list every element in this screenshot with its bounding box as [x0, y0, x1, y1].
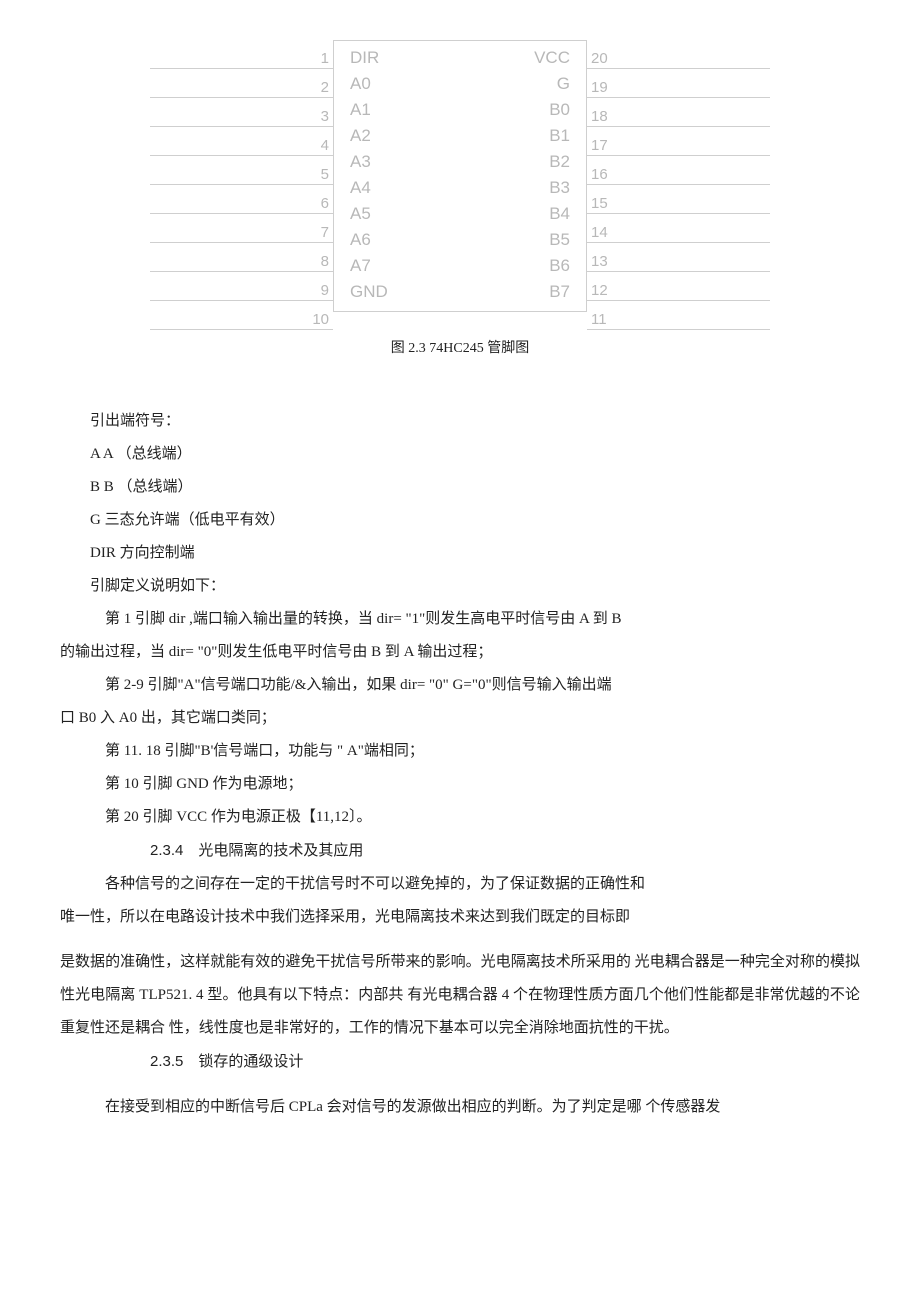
pin-label: A1 — [350, 97, 371, 123]
pin-lead: 14 — [587, 214, 770, 243]
para-234-line1: 各种信号的之间存在一定的干扰信号时不可以避免掉的，为了保证数据的正确性和 — [60, 868, 860, 901]
pin-label: A5 — [350, 201, 371, 227]
para-234-line2: 唯一性，所以在电路设计技术中我们选择采用，光电隔离技术来达到我们既定的目标即 — [60, 901, 860, 934]
pin-label: GND — [350, 279, 388, 305]
pin-lead: 6 — [150, 185, 333, 214]
pin-label: B7 — [549, 279, 570, 305]
pin2-desc-line2: 口 B0 入 A0 出，其它端口类同； — [60, 702, 860, 735]
pin-lead: 17 — [587, 127, 770, 156]
pin-label: A3 — [350, 149, 371, 175]
pin-diagram: 1 2 3 4 5 6 7 8 9 10 DIR A0 A1 A2 A3 A4 … — [150, 40, 770, 330]
pin-label: G — [557, 71, 570, 97]
figure-caption: 图 2.3 74HC245 管脚图 — [150, 334, 770, 365]
pin-label: B0 — [549, 97, 570, 123]
pin-lead: 8 — [150, 243, 333, 272]
pin-label: B5 — [549, 227, 570, 253]
pin-lead: 13 — [587, 243, 770, 272]
section-235-heading: 2.3.5 锁存的通级设计 — [60, 1045, 860, 1079]
pin-lead: 5 — [150, 156, 333, 185]
pin-lead: 15 — [587, 185, 770, 214]
pin-label: A0 — [350, 71, 371, 97]
pin-lead: 3 — [150, 98, 333, 127]
pin-lead: 2 — [150, 69, 333, 98]
section-234-title: 光电隔离的技术及其应用 — [198, 843, 363, 859]
pin11-desc: 第 11. 18 引脚"B'信号端口，功能与 " A"端相同； — [60, 735, 860, 768]
pin-label: DIR — [350, 45, 379, 71]
chip-right-labels: VCC G B0 B1 B2 B3 B4 B5 B6 B7 — [534, 45, 570, 305]
symbol-dir: DIR 方向控制端 — [60, 537, 860, 570]
pin1-desc-line1: 第 1 引脚 dir ,端口输入输出量的转换，当 dir= "1"则发生高电平时… — [60, 603, 860, 636]
pin-lead: 7 — [150, 214, 333, 243]
symbol-g: G 三态允许端（低电平有效） — [60, 504, 860, 537]
pin-label: B1 — [549, 123, 570, 149]
chip-body: DIR A0 A1 A2 A3 A4 A5 A6 A7 GND VCC G B0… — [333, 40, 587, 312]
right-pin-leads: 20 19 18 17 16 15 14 13 12 11 — [587, 40, 770, 330]
symbol-a: A A （总线端） — [60, 438, 860, 471]
pin-label: B3 — [549, 175, 570, 201]
section-234-number: 2.3.4 — [105, 834, 183, 867]
pin20-desc: 第 20 引脚 VCC 作为电源正极【11,12〕。 — [60, 801, 860, 834]
section-235-number: 2.3.5 — [105, 1045, 183, 1078]
pin-label: A7 — [350, 253, 371, 279]
section-234-heading: 2.3.4 光电隔离的技术及其应用 — [60, 834, 860, 868]
pin2-desc-line1: 第 2-9 引脚"A"信号端口功能/&入输出，如果 dir= "0" G="0"… — [60, 669, 860, 702]
pin-label: A6 — [350, 227, 371, 253]
pin-lead: 18 — [587, 98, 770, 127]
pin1-desc-line2: 的输出过程，当 dir= "0"则发生低电平时信号由 B 到 A 输出过程； — [60, 636, 860, 669]
pin10-desc: 第 10 引脚 GND 作为电源地； — [60, 768, 860, 801]
pin-label: A2 — [350, 123, 371, 149]
pin-symbol-heading: 引出端符号： — [60, 405, 860, 438]
pin-label: B2 — [549, 149, 570, 175]
pin-lead: 4 — [150, 127, 333, 156]
pin-lead: 20 — [587, 40, 770, 69]
section-235-title: 锁存的通级设计 — [198, 1054, 303, 1070]
pin-lead: 9 — [150, 272, 333, 301]
pin-lead: 19 — [587, 69, 770, 98]
symbol-b: B B （总线端） — [60, 471, 860, 504]
left-pin-leads: 1 2 3 4 5 6 7 8 9 10 — [150, 40, 333, 330]
pin-lead: 10 — [150, 301, 333, 330]
pin-def-heading: 引脚定义说明如下： — [60, 570, 860, 603]
pin-lead: 16 — [587, 156, 770, 185]
pin-label: B4 — [549, 201, 570, 227]
chip-left-labels: DIR A0 A1 A2 A3 A4 A5 A6 A7 GND — [350, 45, 388, 305]
pin-diagram-figure: 1 2 3 4 5 6 7 8 9 10 DIR A0 A1 A2 A3 A4 … — [150, 40, 770, 365]
pin-label: B6 — [549, 253, 570, 279]
para-234-line3: 是数据的准确性，这样就能有效的避免干扰信号所带来的影响。光电隔离技术所采用的 光… — [60, 946, 860, 1045]
pin-lead: 12 — [587, 272, 770, 301]
pin-label: A4 — [350, 175, 371, 201]
pin-lead: 1 — [150, 40, 333, 69]
pin-lead: 11 — [587, 301, 770, 330]
pin-label: VCC — [534, 45, 570, 71]
para-235: 在接受到相应的中断信号后 CPLa 会对信号的发源做出相应的判断。为了判定是哪 … — [60, 1091, 860, 1124]
